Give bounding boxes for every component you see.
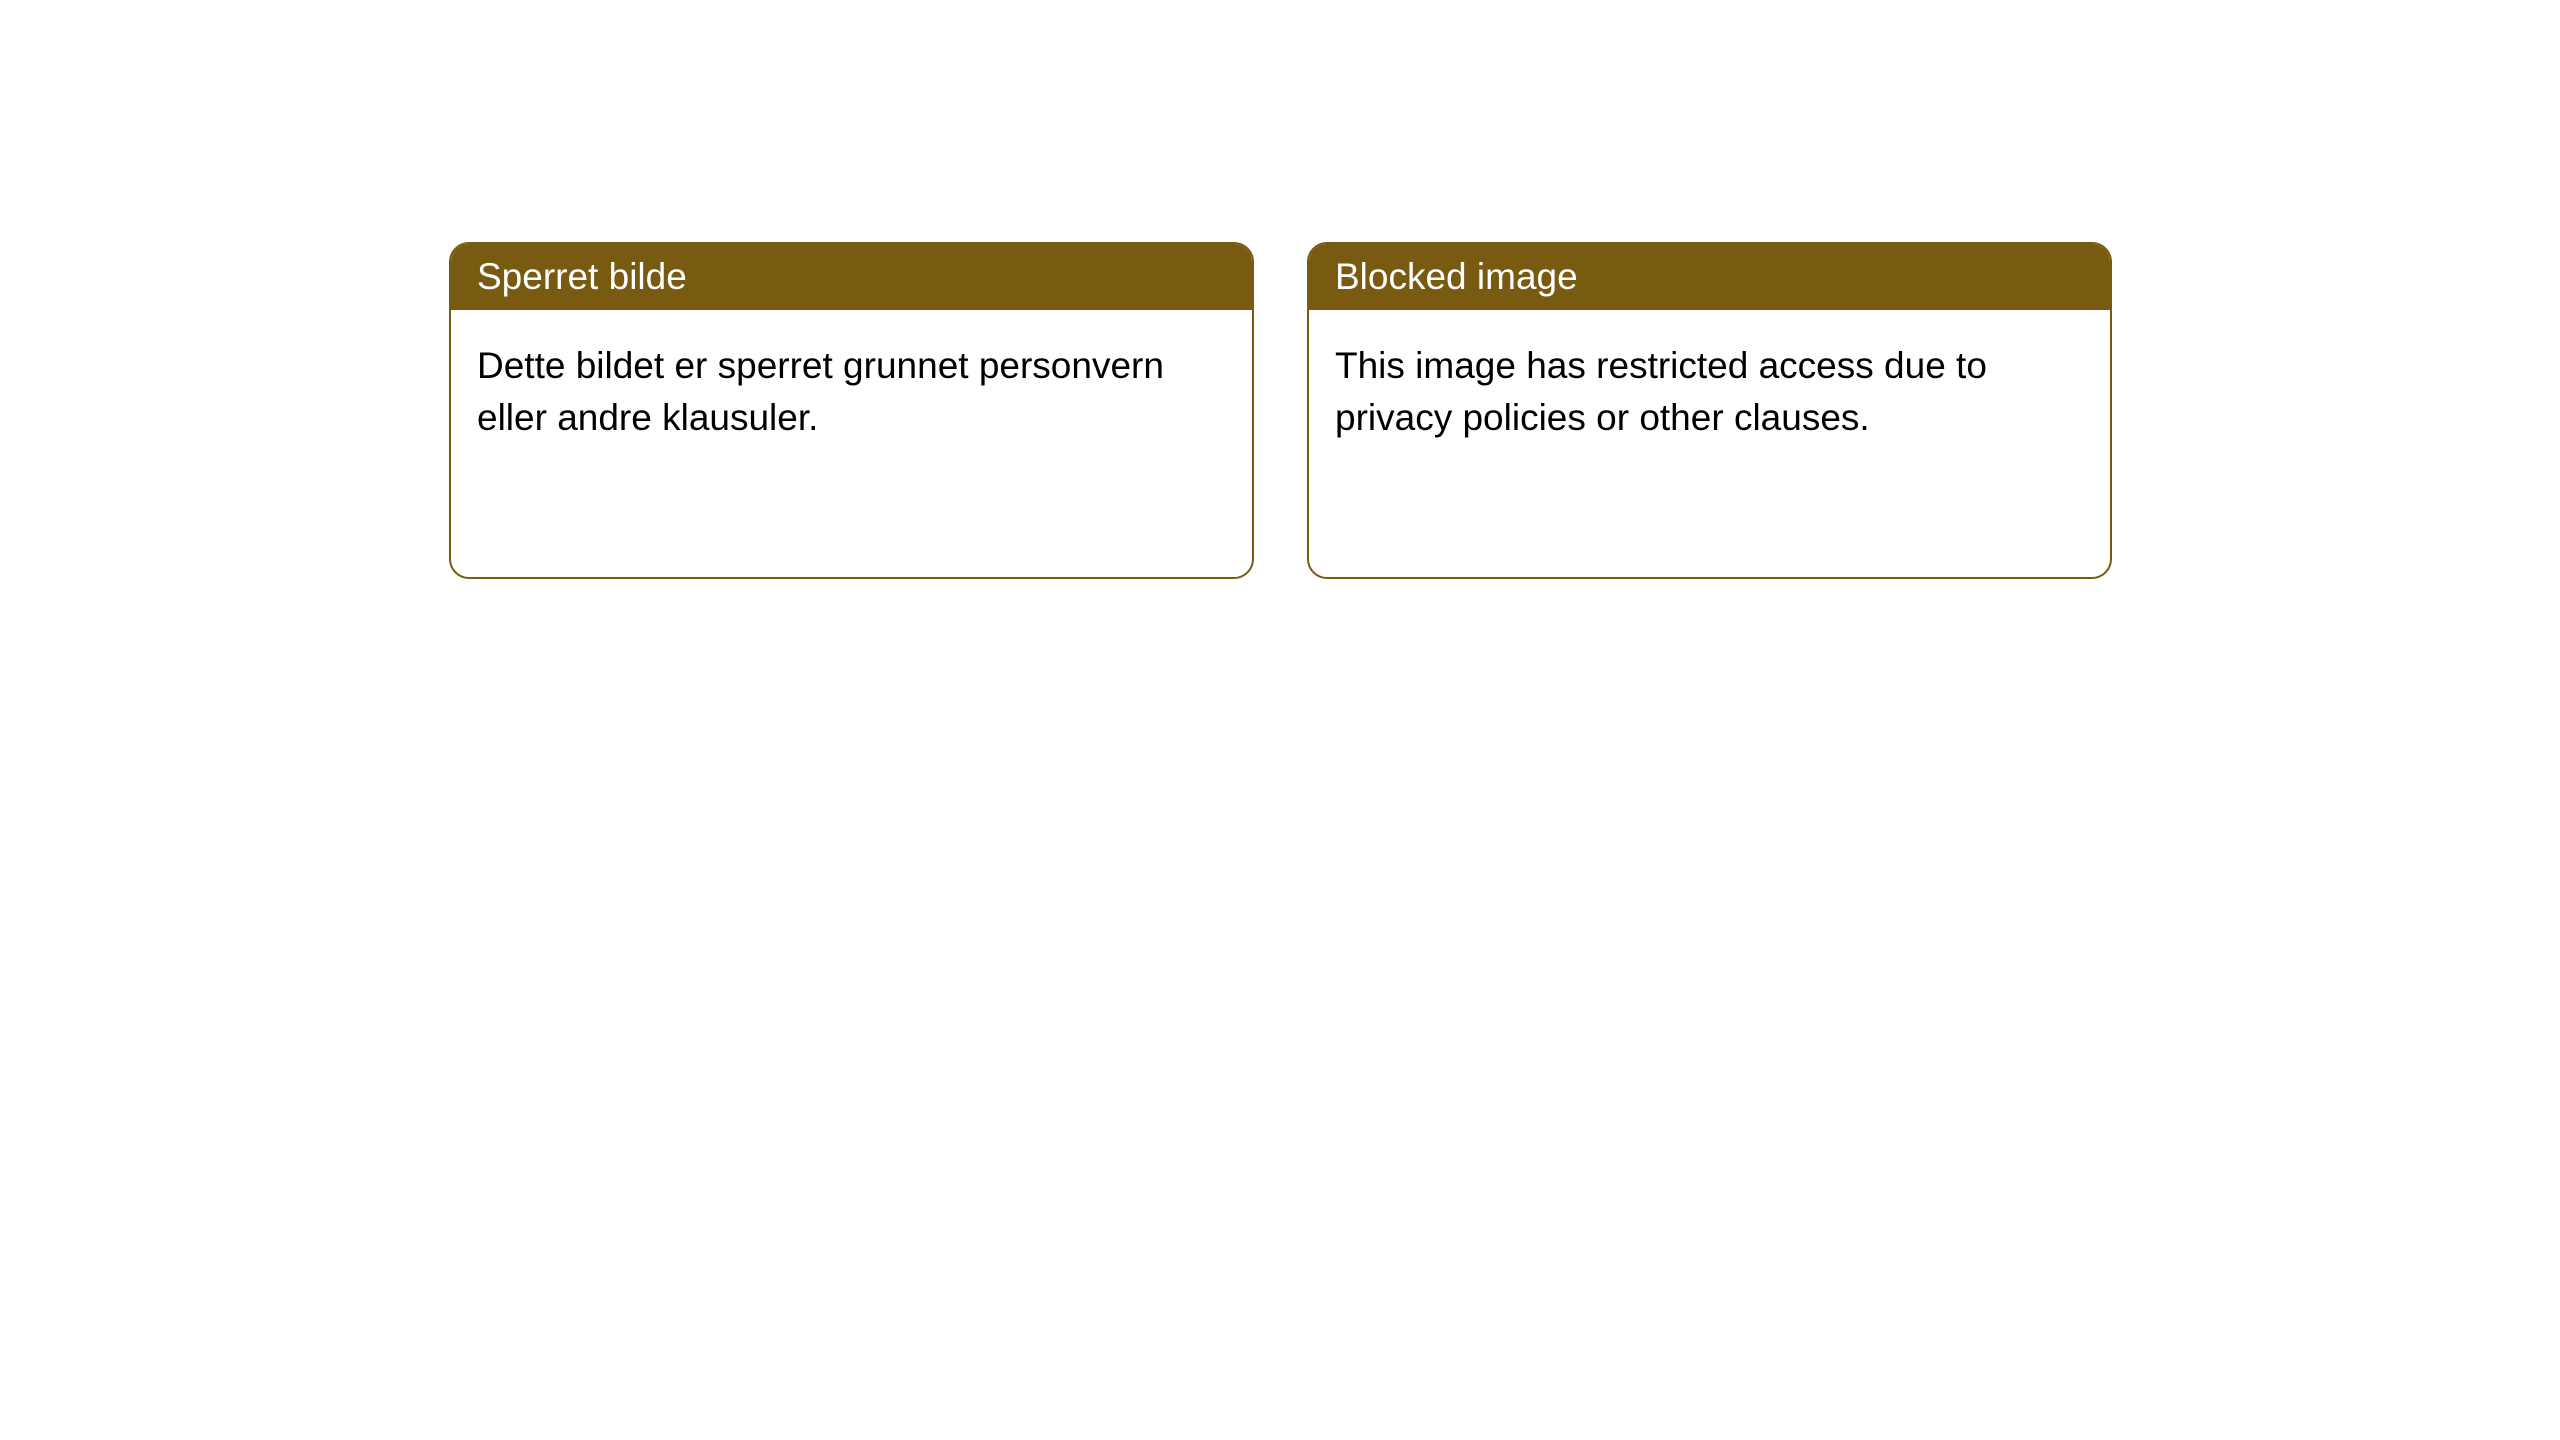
notice-body-norwegian: Dette bildet er sperret grunnet personve… bbox=[451, 310, 1252, 474]
notice-header-english: Blocked image bbox=[1309, 244, 2110, 310]
notice-box-norwegian: Sperret bilde Dette bildet er sperret gr… bbox=[449, 242, 1254, 579]
notices-container: Sperret bilde Dette bildet er sperret gr… bbox=[449, 242, 2112, 579]
notice-body-english: This image has restricted access due to … bbox=[1309, 310, 2110, 474]
notice-header-norwegian: Sperret bilde bbox=[451, 244, 1252, 310]
notice-box-english: Blocked image This image has restricted … bbox=[1307, 242, 2112, 579]
